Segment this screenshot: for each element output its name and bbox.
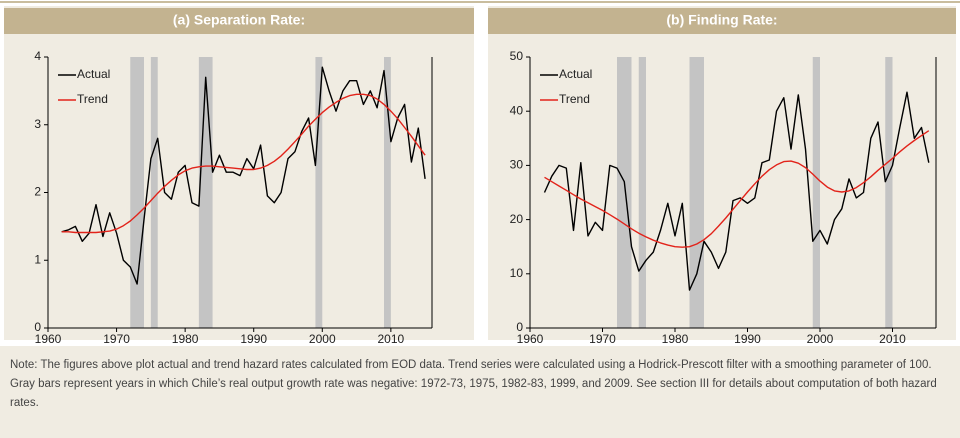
shaded-span xyxy=(812,57,820,328)
x-tick-label: 1970 xyxy=(589,332,616,346)
panel-title: (a) Separation Rate: xyxy=(173,12,305,28)
series-line xyxy=(543,91,930,291)
series-line xyxy=(61,93,426,234)
shaded-span xyxy=(384,57,391,328)
panel-title: (b) Finding Rate: xyxy=(666,12,777,28)
panel-background xyxy=(4,6,474,340)
legend-label: Actual xyxy=(559,67,592,81)
shaded-span xyxy=(689,57,704,328)
panel-header xyxy=(4,8,474,34)
x-tick-label: 2010 xyxy=(378,332,405,346)
shaded-span xyxy=(198,57,213,328)
legend-label: Trend xyxy=(559,92,590,106)
y-tick-label: 1 xyxy=(34,252,41,266)
charts: (a) Separation Rate: 0 1 2 3 4 1960 1970 1980 199… xyxy=(0,1,960,346)
x-tick-label: 1970 xyxy=(103,332,130,346)
legend-label: Trend xyxy=(77,92,108,106)
y-tick-label: 3 xyxy=(34,117,41,131)
y-tick-label: 10 xyxy=(510,266,524,280)
panel-header xyxy=(488,8,956,34)
shaded-span xyxy=(638,57,646,328)
y-tick-label: 4 xyxy=(34,49,41,63)
shaded-span xyxy=(617,57,632,328)
shaded-span xyxy=(150,57,158,328)
x-tick-label: 1960 xyxy=(517,332,544,346)
y-tick-label: 30 xyxy=(510,158,524,172)
x-tick-label: 1990 xyxy=(734,332,761,346)
legend-label: Actual xyxy=(77,67,110,81)
shaded-span xyxy=(885,57,893,328)
x-tick-label: 1980 xyxy=(172,332,199,346)
x-tick-label: 1960 xyxy=(35,332,62,346)
x-tick-label: 1990 xyxy=(240,332,267,346)
y-tick-label: 20 xyxy=(510,212,524,226)
y-tick-label: 50 xyxy=(510,49,524,63)
panel-background xyxy=(488,6,956,340)
y-tick-label: 2 xyxy=(34,185,41,199)
x-tick-label: 2000 xyxy=(309,332,336,346)
shaded-span xyxy=(130,57,144,328)
y-tick-label: 40 xyxy=(510,103,524,117)
y-tick-label: 0 xyxy=(34,320,41,334)
shaded-span xyxy=(315,57,323,328)
note: Note: The figures above plot actual and … xyxy=(0,346,960,438)
series-line xyxy=(61,66,426,285)
x-tick-label: 2000 xyxy=(807,332,834,346)
series-line xyxy=(544,130,930,248)
x-tick-label: 1980 xyxy=(662,332,689,346)
y-tick-label: 0 xyxy=(516,320,523,334)
x-tick-label: 2010 xyxy=(879,332,906,346)
